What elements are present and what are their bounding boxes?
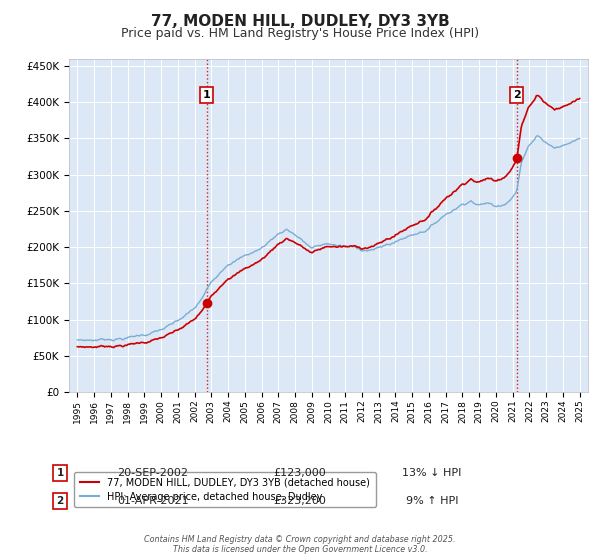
- Text: Contains HM Land Registry data © Crown copyright and database right 2025.
This d: Contains HM Land Registry data © Crown c…: [144, 535, 456, 554]
- Text: 9% ↑ HPI: 9% ↑ HPI: [406, 496, 458, 506]
- Text: £323,200: £323,200: [274, 496, 326, 506]
- Legend: 77, MODEN HILL, DUDLEY, DY3 3YB (detached house), HPI: Average price, detached h: 77, MODEN HILL, DUDLEY, DY3 3YB (detache…: [74, 472, 376, 507]
- Text: 77, MODEN HILL, DUDLEY, DY3 3YB: 77, MODEN HILL, DUDLEY, DY3 3YB: [151, 14, 449, 29]
- Text: 2: 2: [56, 496, 64, 506]
- Text: 20-SEP-2002: 20-SEP-2002: [118, 468, 188, 478]
- Text: Price paid vs. HM Land Registry's House Price Index (HPI): Price paid vs. HM Land Registry's House …: [121, 27, 479, 40]
- Text: £123,000: £123,000: [274, 468, 326, 478]
- Text: 2: 2: [513, 90, 521, 100]
- Text: 13% ↓ HPI: 13% ↓ HPI: [403, 468, 461, 478]
- Text: 1: 1: [56, 468, 64, 478]
- Text: 01-APR-2021: 01-APR-2021: [117, 496, 189, 506]
- Text: 1: 1: [203, 90, 211, 100]
